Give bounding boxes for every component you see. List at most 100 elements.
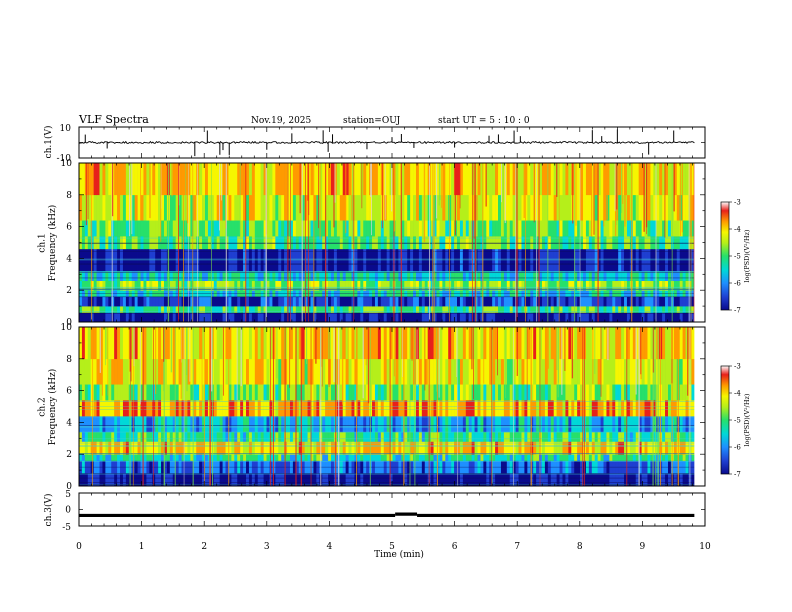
spectrogram-cell	[679, 441, 683, 455]
spectrogram-cell	[626, 473, 631, 487]
spectrogram-cell	[650, 236, 654, 250]
spectrogram-cell	[193, 312, 197, 323]
spectrogram-cell	[122, 194, 127, 221]
spectrogram-cell	[137, 296, 141, 307]
spectrogram-cell	[591, 306, 596, 313]
spectrogram-cell	[246, 194, 250, 221]
spectrogram-cell	[363, 163, 367, 196]
spectrogram-cell	[307, 271, 311, 281]
spectrogram-cell	[395, 473, 399, 487]
spectrogram-cell	[205, 163, 209, 196]
spectrogram-cell	[316, 280, 320, 291]
spectrogram-cell	[641, 416, 645, 433]
spectrogram-cell	[380, 454, 385, 461]
spectrogram-cell	[580, 327, 584, 360]
spectrogram-cell	[591, 163, 596, 196]
spectrogram-cell	[503, 236, 508, 250]
spectrogram-cell	[489, 236, 493, 250]
spectrogram-cell	[366, 454, 370, 461]
spectrogram-cell	[380, 220, 385, 237]
spectrogram-cell	[418, 416, 423, 433]
spectrogram-cell	[137, 358, 141, 385]
spectrogram-cell	[120, 163, 124, 196]
spectrogram-cell	[667, 280, 672, 291]
spectrogram-cell	[436, 473, 440, 487]
spectrogram-cell	[102, 416, 106, 433]
spectrogram-cell	[474, 400, 478, 417]
spectrogram-cell	[574, 358, 578, 385]
spectrogram-cell	[653, 454, 657, 461]
spectrogram-cell	[477, 454, 481, 461]
spectrogram-cell	[618, 163, 622, 196]
spectrogram-cell	[196, 473, 200, 487]
spectrogram-cell	[436, 400, 440, 417]
spectrogram-cell	[524, 454, 528, 461]
spectrogram-cell	[210, 163, 215, 196]
spectrogram-cell	[486, 194, 490, 221]
spectrogram-cell	[457, 384, 461, 401]
spectrogram-cell	[143, 236, 147, 250]
spectrogram-cell	[462, 473, 467, 487]
spectrogram-cell	[114, 454, 118, 461]
spectrogram-cell	[471, 416, 475, 433]
spectrogram-cell	[512, 296, 516, 307]
spectrogram-cell	[246, 306, 250, 313]
spectrogram-cell	[257, 400, 261, 417]
no-data-region	[694, 327, 705, 486]
spectrogram-cell	[289, 416, 294, 433]
spectrogram-cell	[99, 327, 103, 360]
spectrogram-cell	[606, 220, 610, 237]
spectrogram-cell	[518, 400, 522, 417]
spectrogram-cell	[114, 473, 118, 487]
spectrogram-cell	[322, 358, 326, 385]
spectrogram-cell	[342, 163, 346, 196]
spectrogram-cell	[243, 441, 247, 455]
spectrogram-cell	[108, 280, 112, 291]
spectrogram-cell	[459, 296, 464, 307]
spectrogram-cell	[128, 296, 133, 307]
spectrogram-cell	[199, 327, 203, 360]
spectrogram-cell	[225, 441, 229, 455]
spectrogram-cell	[495, 220, 499, 237]
spectrogram-cell	[99, 194, 103, 221]
spectrogram-cell	[524, 358, 528, 385]
spectrogram-cell	[541, 358, 546, 385]
spectrogram-cell	[105, 400, 109, 417]
spectrogram-cell	[342, 473, 346, 487]
spectrogram-cell	[140, 416, 144, 433]
spectrogram-cell	[629, 416, 634, 433]
spectrogram-cell	[615, 220, 619, 237]
spectrogram-cell	[281, 306, 285, 313]
spectrogram-cell	[527, 473, 531, 487]
spectrogram-cell	[254, 327, 259, 360]
spectrogram-cell	[284, 163, 288, 196]
spectrogram-cell	[328, 220, 332, 237]
spectrogram-cell	[254, 194, 259, 221]
spectrogram-cell	[99, 473, 103, 487]
spectrogram-cell	[301, 280, 305, 291]
spectrogram-cell	[357, 454, 361, 461]
spectrogram-cell	[667, 220, 672, 237]
spectrogram-cell	[260, 271, 264, 281]
spectrogram-cell	[287, 280, 291, 291]
spectrogram-cell	[304, 312, 308, 323]
spectrogram-cell	[679, 358, 683, 385]
spectrogram-cell	[158, 312, 162, 323]
spectrogram-cell	[641, 236, 645, 250]
spectrogram-cell	[500, 454, 505, 461]
spectrogram-cell	[638, 280, 642, 291]
spectrogram-cell	[237, 163, 241, 196]
spectrogram-cell	[506, 416, 511, 433]
spectrogram-cell	[339, 358, 344, 385]
spectrogram-cell	[316, 312, 320, 323]
spectrogram-cell	[181, 473, 185, 487]
spectrogram-cell	[79, 358, 83, 385]
spectrogram-cell	[275, 220, 279, 237]
spectrogram-cell	[392, 400, 396, 417]
spectrogram-cell	[348, 163, 352, 196]
spectrogram-cell	[93, 400, 97, 417]
spectrogram-cell	[404, 306, 408, 313]
spectrogram-cell	[647, 327, 651, 360]
spectrogram-cell	[594, 312, 598, 323]
date-label: Nov.19, 2025	[251, 116, 312, 126]
